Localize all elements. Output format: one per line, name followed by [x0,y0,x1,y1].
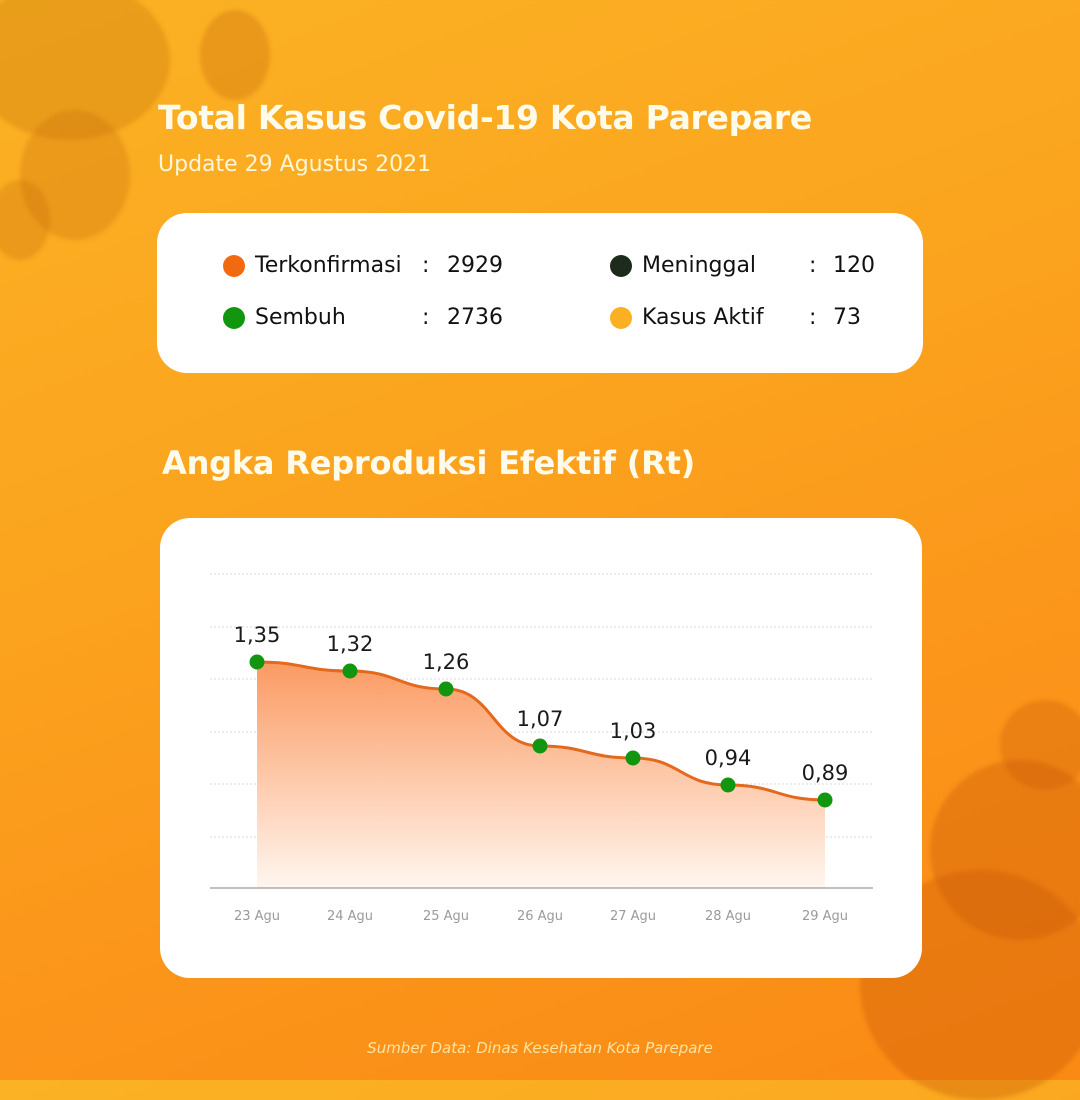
x-axis-label: 25 Agu [423,909,469,924]
update-date: Update 29 Agustus 2021 [158,152,432,177]
data-point-marker [720,777,736,793]
data-point-marker [817,792,833,808]
data-point-marker [342,663,358,679]
x-axis-label: 23 Agu [234,909,280,924]
stat-label: Kasus Aktif [642,305,764,330]
rt-area-chart: 1,35 1,32 1,26 1,07 1,03 0,94 0,89 23 Agu 24 Ag… [210,573,873,924]
x-axis-labels: 23 Agu 24 Agu 25 Agu 26 Agu 27 Agu 28 Agu 29 A… [234,909,848,924]
stat-separator: : [422,253,430,278]
page-title: Total Kasus Covid-19 Kota Parepare [158,98,812,137]
green-dot-icon [223,306,245,329]
x-axis-label: 29 Agu [802,909,848,924]
chart-area-fill [257,662,825,888]
stat-label: Sembuh [255,305,346,330]
data-value-label: 1,35 [234,623,281,647]
data-source: Sumber Data: Dinas Kesehatan Kota Parepa… [367,1039,713,1057]
stat-label: Terkonfirmasi [255,253,402,278]
data-value-label: 1,03 [610,719,657,743]
stat-separator: : [809,305,817,330]
yellow-dot-icon [610,306,632,329]
chart-title: Angka Reproduksi Efektif (Rt) [162,444,696,482]
data-value-label: 0,89 [802,761,849,785]
stat-value-kasus-aktif: 73 [833,305,861,330]
stat-value-terkonfirmasi: 2929 [447,253,503,278]
data-points: 1,35 1,32 1,26 1,07 1,03 0,94 0,89 [234,623,849,808]
data-value-label: 1,26 [423,650,470,674]
data-point-marker [532,738,548,754]
dark-dot-icon [610,254,632,277]
data-value-label: 0,94 [705,746,752,770]
x-axis-label: 24 Agu [327,909,373,924]
stat-value-meninggal: 120 [833,253,875,278]
data-value-label: 1,32 [327,632,374,656]
x-axis-label: 28 Agu [705,909,751,924]
stat-value-sembuh: 2736 [447,305,503,330]
x-axis-label: 26 Agu [517,909,563,924]
stat-terkonfirmasi: Terkonfirmasi [223,253,402,278]
data-point-marker [249,654,265,670]
stat-sembuh: Sembuh [223,305,346,330]
stat-separator: : [422,305,430,330]
stat-kasus-aktif: Kasus Aktif [610,305,764,330]
x-axis-label: 27 Agu [610,909,656,924]
data-value-label: 1,07 [517,707,564,731]
stat-meninggal: Meninggal [610,253,756,278]
stat-label: Meninggal [642,253,757,278]
orange-dot-icon [223,254,245,277]
data-point-marker [438,681,454,697]
data-point-marker [625,750,641,766]
summary-card: Terkonfirmasi : 2929 Sembuh : 2736 Menin… [157,213,923,373]
chart-card: 1,35 1,32 1,26 1,07 1,03 0,94 0,89 23 Agu 24 Ag… [160,518,922,978]
stat-separator: : [809,253,817,278]
